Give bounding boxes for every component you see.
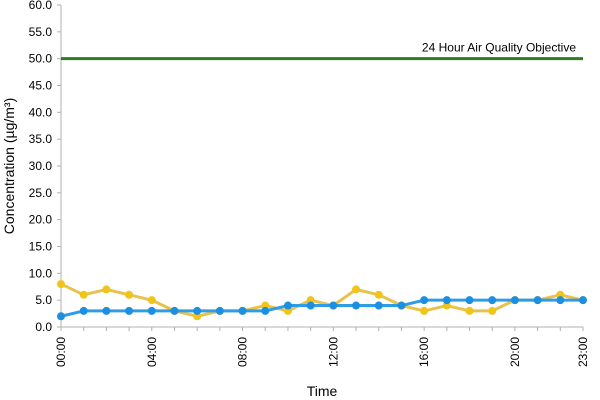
y-axis-title: Concentration (µg/m³) (1, 98, 17, 234)
series-point (57, 280, 65, 289)
x-axis-title: Time (307, 383, 338, 399)
series-point (125, 290, 134, 299)
y-tick-label: 60.0 (29, 0, 53, 12)
y-tick-label: 15.0 (29, 240, 53, 254)
y-tick-label: 10.0 (29, 266, 53, 280)
series-point (488, 296, 497, 305)
series-point (170, 306, 179, 315)
series-point (374, 301, 383, 310)
series-point (306, 301, 315, 310)
series-point (261, 306, 270, 315)
x-tick-label: 16:00 (417, 337, 431, 367)
series-point (533, 296, 542, 305)
series-point (579, 296, 587, 305)
series-point (397, 301, 406, 310)
series-point (420, 306, 429, 315)
series-point (374, 290, 383, 299)
series-point (442, 296, 451, 305)
series-point (79, 290, 88, 299)
x-tick-label: 12:00 (326, 337, 340, 367)
series-point (465, 306, 474, 315)
y-tick-label: 50.0 (29, 52, 53, 66)
x-tick-label: 23:00 (576, 337, 590, 367)
series-point (488, 306, 497, 315)
series-point (283, 301, 292, 310)
y-tick-label: 30.0 (29, 159, 53, 173)
y-tick-label: 20.0 (29, 213, 53, 227)
series-1 (57, 296, 587, 321)
series-point (420, 296, 429, 305)
air-quality-objective-label: 24 Hour Air Quality Objective (422, 41, 576, 55)
y-axis-ticks: 0.0 5.0 10.0 15.0 20.0 25.0 30.0 35.0 40.0 45.0 50… (29, 0, 61, 334)
series-point (102, 306, 111, 315)
series-point (238, 306, 247, 315)
y-tick-label: 0.0 (35, 320, 52, 334)
series-point (465, 296, 474, 305)
y-tick-label: 35.0 (29, 132, 53, 146)
series-point (510, 296, 519, 305)
x-tick-label: 08:00 (236, 337, 250, 367)
series-point (57, 312, 65, 321)
series-point (329, 301, 338, 310)
series-point (193, 306, 202, 315)
series-point (556, 296, 565, 305)
x-axis-ticks: 00:00 04:00 08:00 12:00 16:00 20:00 23:00 (54, 327, 590, 367)
series-point (215, 306, 224, 315)
y-tick-label: 25.0 (29, 186, 53, 200)
series-point (125, 306, 134, 315)
y-tick-label: 40.0 (29, 105, 53, 119)
reference-layer: 24 Hour Air Quality Objective (61, 41, 583, 61)
series-point (147, 306, 156, 315)
y-tick-label: 45.0 (29, 79, 53, 93)
series-point (147, 296, 156, 305)
series-point (102, 285, 111, 294)
series-point (352, 301, 361, 310)
y-tick-label: 5.0 (35, 293, 52, 307)
x-tick-label: 20:00 (508, 337, 522, 367)
x-tick-label: 00:00 (54, 337, 68, 367)
series-point (352, 285, 361, 294)
series-layer (57, 280, 587, 321)
y-tick-label: 55.0 (29, 25, 53, 39)
x-tick-label: 04:00 (145, 337, 159, 367)
series-point (79, 306, 88, 315)
axes-layer: 0.0 5.0 10.0 15.0 20.0 25.0 30.0 35.0 40.0 45.0 50… (29, 0, 590, 367)
